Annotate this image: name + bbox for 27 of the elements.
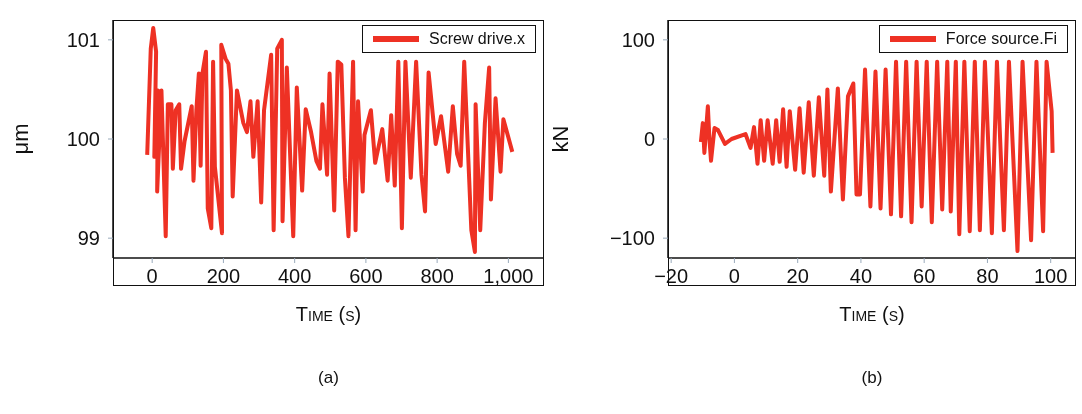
x-tick-label: 0 [146, 265, 158, 288]
y-tick-label: −100 [609, 227, 655, 250]
x-tick-label: 800 [420, 265, 454, 288]
y-tick-label: 99 [77, 227, 100, 250]
legend-label: Screw drive.x [428, 30, 525, 48]
x-tick-label: 60 [913, 265, 936, 288]
x-tick-label: 40 [849, 265, 873, 288]
y-tick-label: 101 [66, 28, 100, 51]
x-axis-title: Time (s) [839, 303, 905, 325]
y-tick-label: 0 [643, 128, 655, 151]
legend-label: Force source.Fi [945, 30, 1057, 48]
y-tick-label: 100 [66, 128, 100, 151]
text: (b) [860, 368, 884, 388]
y-tick-label: 100 [621, 28, 655, 51]
text: (a) [317, 368, 340, 388]
x-axis-title: Time (s) [295, 303, 362, 325]
x-tick-label: 20 [786, 265, 809, 288]
x-tick-label: 600 [349, 265, 383, 288]
line-series [698, 59, 1055, 254]
x-tick-label: 0 [728, 265, 740, 288]
x-tick-label: 1,000 [483, 265, 534, 288]
x-tick-label: 400 [277, 265, 312, 288]
y-axis-title: kN [547, 125, 573, 153]
x-tick-label: 100 [1034, 265, 1068, 288]
y-axis-title: μm [7, 123, 33, 155]
x-tick-label: 200 [206, 265, 241, 288]
x-tick-label: 80 [976, 265, 999, 288]
